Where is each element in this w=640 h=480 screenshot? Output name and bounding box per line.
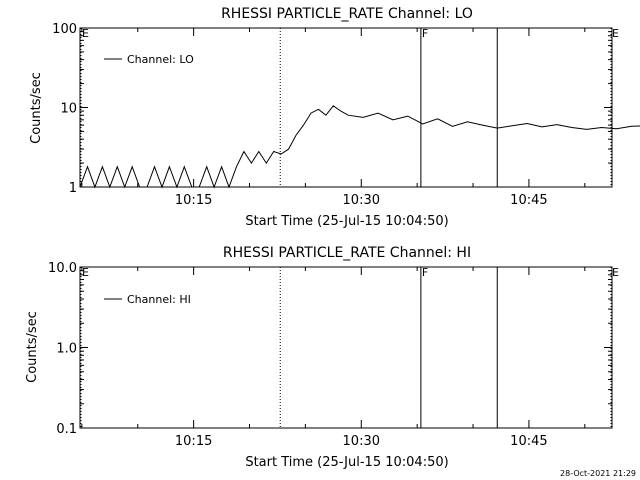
chart-lo-plot-frame: [79, 27, 613, 188]
chart-hi: RHESSI PARTICLE_RATE Channel: HI Counts/…: [25, 245, 619, 470]
chart-hi-y-axis: 0.1 1.0 10.0: [48, 261, 612, 437]
chart-lo-series-line: [79, 105, 640, 189]
lo-x-tick-label: 10:30: [343, 193, 380, 208]
lo-y-tick-label: 10: [60, 102, 77, 117]
chart-lo-legend: Channel: LO: [104, 53, 194, 66]
hi-x-tick-label: 10:45: [510, 434, 547, 449]
lo-x-tick-label: 10:45: [510, 193, 547, 208]
chart-lo-y-label: Counts/sec: [29, 72, 44, 144]
lo-y-tick-label: 1: [69, 181, 77, 196]
lo-x-tick-label: 10:15: [175, 193, 212, 208]
lo-event-marker-label: E: [612, 27, 619, 40]
chart-lo-legend-label: Channel: LO: [127, 53, 194, 66]
chart-hi-plot-frame: [79, 266, 613, 429]
chart-hi-x-label: Start Time (25-Jul-15 10:04:50): [245, 455, 448, 470]
chart-hi-legend-label: Channel: HI: [127, 293, 191, 306]
chart-hi-legend: Channel: HI: [104, 293, 191, 306]
lo-event-marker-label: F: [422, 27, 428, 40]
hi-y-tick-label: 1.0: [56, 342, 77, 357]
chart-lo-title: RHESSI PARTICLE_RATE Channel: LO: [221, 6, 473, 22]
hi-event-marker-label: E: [612, 266, 619, 279]
chart-hi-y-label: Counts/sec: [25, 311, 40, 383]
chart-lo-y-axis: 1 10 100: [52, 22, 612, 196]
hi-event-marker-label: F: [422, 266, 428, 279]
figure-footer-timestamp: 28-Oct-2021 21:29: [560, 469, 636, 478]
hi-y-tick-label: 10.0: [48, 261, 77, 276]
hi-x-tick-label: 10:15: [175, 434, 212, 449]
hi-x-tick-label: 10:30: [343, 434, 380, 449]
chart-hi-title: RHESSI PARTICLE_RATE Channel: HI: [223, 245, 471, 261]
lo-event-marker-label: E: [82, 27, 89, 40]
chart-lo-x-label: Start Time (25-Jul-15 10:04:50): [245, 214, 448, 229]
lo-y-tick-label: 100: [52, 22, 77, 37]
hi-event-marker-label: E: [82, 266, 89, 279]
hi-y-tick-label: 0.1: [56, 422, 77, 437]
chart-lo: RHESSI PARTICLE_RATE Channel: LO Counts/…: [29, 6, 640, 229]
